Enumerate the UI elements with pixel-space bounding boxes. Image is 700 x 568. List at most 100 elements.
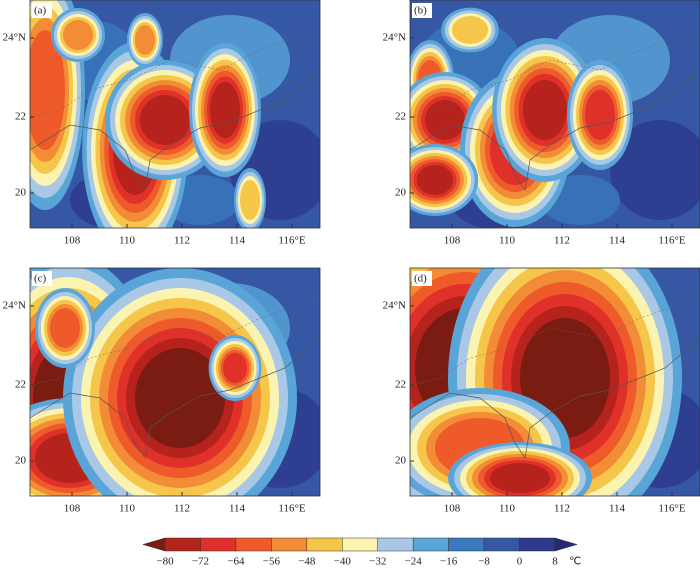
label-box	[412, 3, 432, 18]
lat-tick-label: 24°N	[383, 300, 406, 312]
cloud-contour	[63, 20, 93, 50]
colorbar-swatch	[271, 537, 308, 552]
border	[30, 297, 320, 387]
field	[410, 268, 700, 496]
colorbar-label: −40	[334, 556, 352, 568]
field	[30, 268, 320, 496]
colorbar-swatch	[200, 537, 237, 552]
panel-frame	[29, 267, 321, 497]
lon-tick-label: 114	[609, 503, 626, 515]
colorbar-swatch	[483, 537, 520, 552]
colorbar-label: −24	[405, 556, 423, 568]
lon-tick-label: 110	[499, 235, 516, 247]
lat-tick-label: 20	[395, 455, 407, 467]
map-panel: (a) 108 110 112 114 116°E 24°N 22 20	[3, 0, 321, 247]
panel-label: (d)	[414, 273, 427, 285]
lat-tick-label: 20	[395, 187, 407, 199]
lat-tick-label: 22	[15, 111, 26, 123]
lon-tick-label: 114	[229, 235, 246, 247]
colorbar-label: −72	[192, 556, 209, 568]
colorbar: −80 −72 −64 −56 −48 −40 −32 −24 −16 −8 0 8 ℃	[142, 537, 581, 568]
panel-frame	[409, 267, 700, 497]
map-panel: (d) 108 110 112 114 116°E 24°N 22 20	[383, 267, 700, 515]
cloud-contour	[50, 308, 80, 348]
lon-tick-label: 116°E	[658, 235, 685, 247]
lon-tick-label: 116°E	[278, 503, 305, 515]
lon-tick-label: 110	[499, 503, 516, 515]
cloud-contour	[140, 95, 190, 145]
coastline	[410, 69, 700, 191]
lat-tick-label: 22	[395, 111, 406, 123]
panel-label: (c)	[34, 273, 47, 285]
lon-tick-label: 112	[554, 235, 570, 247]
lat-tick-label: 24°N	[3, 300, 26, 312]
panel-frame	[409, 0, 700, 229]
colorbar-label: −8	[478, 556, 490, 568]
lat-tick-label: 22	[395, 379, 406, 391]
coastline	[30, 69, 320, 191]
colorbar-swatch	[448, 537, 485, 552]
lon-tick-label: 108	[444, 503, 461, 515]
label-box	[32, 271, 52, 286]
colorbar-label: −56	[263, 556, 281, 568]
colorbar-label: 8	[552, 556, 558, 568]
colorbar-swatch	[342, 537, 378, 552]
lon-tick-label: 110	[119, 503, 136, 515]
cloud-contour	[135, 25, 155, 55]
field-patch	[610, 120, 700, 220]
lon-tick-label: 114	[229, 503, 246, 515]
border	[410, 29, 700, 119]
panel-label: (b)	[414, 5, 427, 17]
cloud-contour	[240, 180, 260, 220]
cloud-contour	[523, 80, 567, 140]
lon-tick-label: 112	[174, 503, 190, 515]
colorbar-swatch	[377, 537, 414, 552]
colorbar-label: −80	[156, 556, 174, 568]
colorbar-label: −32	[369, 556, 386, 568]
cloud-contour	[223, 353, 247, 383]
cloud-contour	[135, 348, 225, 448]
panel-label: (a)	[34, 5, 47, 17]
colorbar-end	[554, 537, 578, 552]
lon-tick-label: 114	[609, 235, 626, 247]
cloud-contour	[210, 82, 240, 138]
lon-tick-label: 108	[64, 503, 81, 515]
border	[30, 29, 320, 119]
lat-tick-label: 24°N	[383, 32, 406, 44]
lon-tick-label: 108	[64, 235, 81, 247]
lon-tick-label: 116°E	[658, 503, 685, 515]
cloud-contour	[490, 463, 550, 493]
colorbar-label: −48	[298, 556, 316, 568]
lon-tick-label: 112	[174, 235, 190, 247]
lat-tick-label: 20	[15, 187, 27, 199]
cloud-contour	[30, 30, 65, 150]
field	[30, 0, 320, 228]
panel-frame	[29, 0, 321, 229]
lat-tick-label: 20	[15, 455, 27, 467]
lon-tick-label: 110	[119, 235, 136, 247]
lon-tick-label: 112	[554, 503, 570, 515]
colorbar-end	[142, 537, 166, 552]
colorbar-swatch	[412, 537, 449, 552]
label-box	[412, 271, 432, 286]
lon-tick-label: 108	[444, 235, 461, 247]
colorbar-unit: ℃	[569, 556, 581, 568]
label-box	[32, 3, 52, 18]
colorbar-swatch	[306, 537, 343, 552]
colorbar-swatch	[164, 537, 201, 552]
cloud-contour	[585, 90, 615, 140]
colorbar-label: 0	[517, 556, 523, 568]
colorbar-swatch	[235, 537, 272, 552]
map-panel: (c) 108 110 112 114 116°E 24°N 22 20	[3, 267, 321, 515]
lon-tick-label: 116°E	[278, 235, 305, 247]
lat-tick-label: 24°N	[3, 32, 26, 44]
field	[410, 0, 700, 228]
cloud-contour	[425, 100, 465, 140]
coastline	[30, 337, 320, 459]
coastline	[410, 337, 700, 459]
cloud-contour	[452, 16, 488, 44]
border	[410, 297, 700, 387]
cloud-contour	[417, 165, 453, 195]
colorbar-label: −64	[227, 556, 245, 568]
